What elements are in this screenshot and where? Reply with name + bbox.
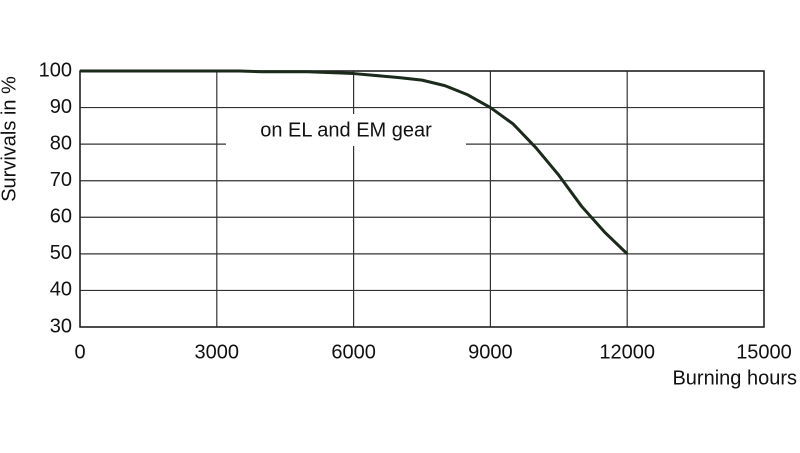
y-tick-label: 40	[50, 279, 72, 301]
y-axis-label: Survivals in %	[0, 76, 20, 202]
y-tick-label: 100	[39, 59, 72, 81]
data-line	[80, 69, 629, 255]
x-tick-label: 3000	[195, 341, 240, 363]
x-tick-label: 15000	[736, 341, 792, 363]
x-tick-label: 12000	[599, 341, 655, 363]
x-tick-label: 0	[74, 341, 85, 363]
x-tick-label: 9000	[468, 341, 513, 363]
x-tick-label: 6000	[331, 341, 376, 363]
y-tick-label: 80	[50, 132, 72, 154]
annotation: on EL and EM gear	[260, 119, 432, 141]
y-tick-label: 70	[50, 169, 72, 191]
y-tick-label: 30	[50, 315, 72, 337]
annotation-background	[226, 114, 466, 146]
y-tick-label: 90	[50, 96, 72, 118]
x-axis-label: Burning hours	[672, 367, 797, 389]
plot-frame	[79, 70, 765, 328]
y-tick-label: 50	[50, 242, 72, 264]
y-tick-label: 60	[50, 206, 72, 228]
